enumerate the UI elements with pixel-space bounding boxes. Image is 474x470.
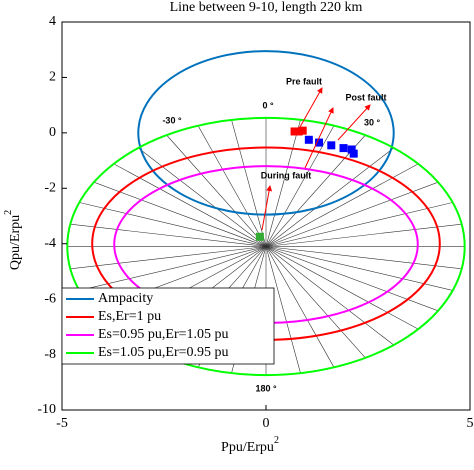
x-tick-label: 5: [467, 416, 474, 431]
legend-label: Es=1.05 pu,Er=0.95 pu: [98, 345, 229, 360]
spoke: [70, 246, 267, 270]
annotation-arrow: [304, 107, 334, 169]
y-tick-label: -2: [44, 181, 56, 196]
operating-point: [347, 145, 356, 154]
annotation: During fault: [261, 170, 312, 180]
spoke: [265, 246, 335, 368]
operating-point: [290, 127, 299, 136]
y-tick-label: -10: [37, 402, 56, 417]
spoke: [265, 246, 453, 291]
operating-point: [315, 138, 324, 147]
y-tick-label: -8: [44, 347, 56, 362]
annotation: Post fault: [345, 92, 386, 102]
x-label-text: Ppu/Erpu: [221, 440, 274, 455]
y-tick-label: 2: [49, 70, 56, 85]
spoke: [265, 246, 462, 270]
annotation-arrow: [261, 185, 273, 231]
spoke: [93, 181, 267, 247]
y-label-sup: 2: [3, 210, 14, 215]
y-tick-label: 4: [49, 14, 56, 29]
spoke: [265, 246, 394, 346]
spoke: [265, 246, 366, 359]
spoke: [197, 125, 267, 247]
spoke: [265, 181, 439, 247]
x-axis-label: Ppu/Erpu2: [221, 435, 279, 455]
chart-title: Line between 9-10, length 220 km: [170, 0, 363, 15]
circle-curve: [137, 50, 395, 216]
spoke: [231, 119, 267, 247]
operating-point: [339, 144, 348, 153]
x-tick-label: 0: [263, 416, 270, 431]
spoke: [265, 147, 394, 247]
spoke: [265, 134, 366, 247]
annotation: -30 °: [162, 115, 182, 125]
operating-point: [349, 149, 358, 158]
y-tick-label: -4: [44, 236, 56, 251]
annotation: 180 °: [255, 383, 277, 393]
operating-point: [294, 127, 303, 136]
spoke: [265, 119, 301, 247]
legend-label: Es,Er=1 pu: [98, 309, 161, 324]
spoke: [70, 223, 267, 247]
y-label-text: Qpu/Erpu: [8, 215, 23, 270]
operating-point: [327, 141, 336, 150]
annotation: 30 °: [364, 117, 381, 127]
spoke: [79, 202, 267, 247]
legend-label: Es=0.95 pu,Er=1.05 pu: [98, 327, 229, 342]
spoke: [265, 246, 439, 312]
legend-box: [61, 287, 275, 365]
operating-point: [298, 126, 307, 135]
spoke: [265, 223, 462, 247]
spoke: [265, 202, 453, 247]
y-tick-label: 0: [49, 125, 56, 140]
y-axis-label: Qpu/Erpu2: [3, 210, 23, 270]
annotation: Pre fault: [286, 76, 322, 86]
circle-curve: [66, 116, 466, 377]
spoke: [79, 246, 267, 291]
operating-point: [304, 135, 313, 144]
annotation-arrow: [299, 87, 323, 128]
operating-point: [255, 232, 264, 241]
annotation-arrow: [337, 104, 371, 141]
legend-label: Ampacity: [98, 291, 153, 306]
x-label-sup: 2: [274, 435, 279, 446]
annotation: 0 °: [262, 100, 274, 110]
spoke: [265, 246, 301, 374]
y-tick-label: -6: [44, 291, 56, 306]
spoke: [265, 246, 419, 330]
spoke: [166, 134, 267, 247]
spoke: [138, 147, 267, 247]
x-tick-label: -5: [56, 416, 68, 431]
